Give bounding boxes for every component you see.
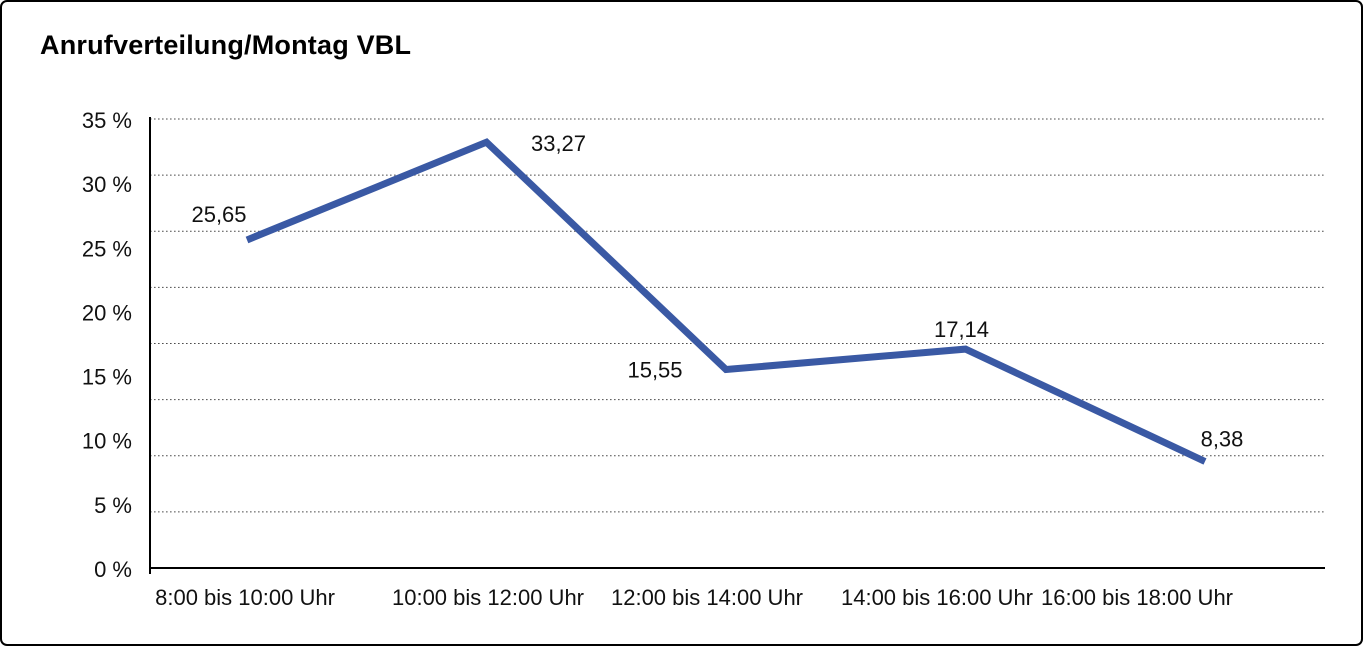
x-axis-category-label: 16:00 bis 18:00 Uhr	[1041, 585, 1233, 610]
data-point-label: 25,65	[191, 202, 246, 227]
y-axis-tick-label: 35 %	[82, 108, 132, 133]
data-point-label: 8,38	[1201, 426, 1244, 451]
y-axis-tick-label: 25 %	[82, 236, 132, 261]
data-point-label: 33,27	[531, 131, 586, 156]
y-axis-tick-label: 15 %	[82, 365, 132, 390]
x-axis-category-label: 10:00 bis 12:00 Uhr	[392, 585, 584, 610]
y-axis-tick-label: 5 %	[94, 493, 132, 518]
x-axis-category-label: 8:00 bis 10:00 Uhr	[155, 585, 335, 610]
y-axis-tick-label: 30 %	[82, 172, 132, 197]
y-axis-tick-label: 0 %	[94, 557, 132, 582]
data-series-line	[245, 138, 1207, 465]
chart-title: Anrufverteilung/Montag VBL	[40, 30, 412, 60]
x-axis-category-label: 14:00 bis 16:00 Uhr	[841, 585, 1033, 610]
y-axis-tick-label: 10 %	[82, 429, 132, 454]
data-point-label: 15,55	[627, 358, 682, 383]
x-axis-category-label: 12:00 bis 14:00 Uhr	[611, 585, 803, 610]
y-axis-tick-label: 20 %	[82, 300, 132, 325]
data-point-label: 17,14	[934, 317, 989, 342]
